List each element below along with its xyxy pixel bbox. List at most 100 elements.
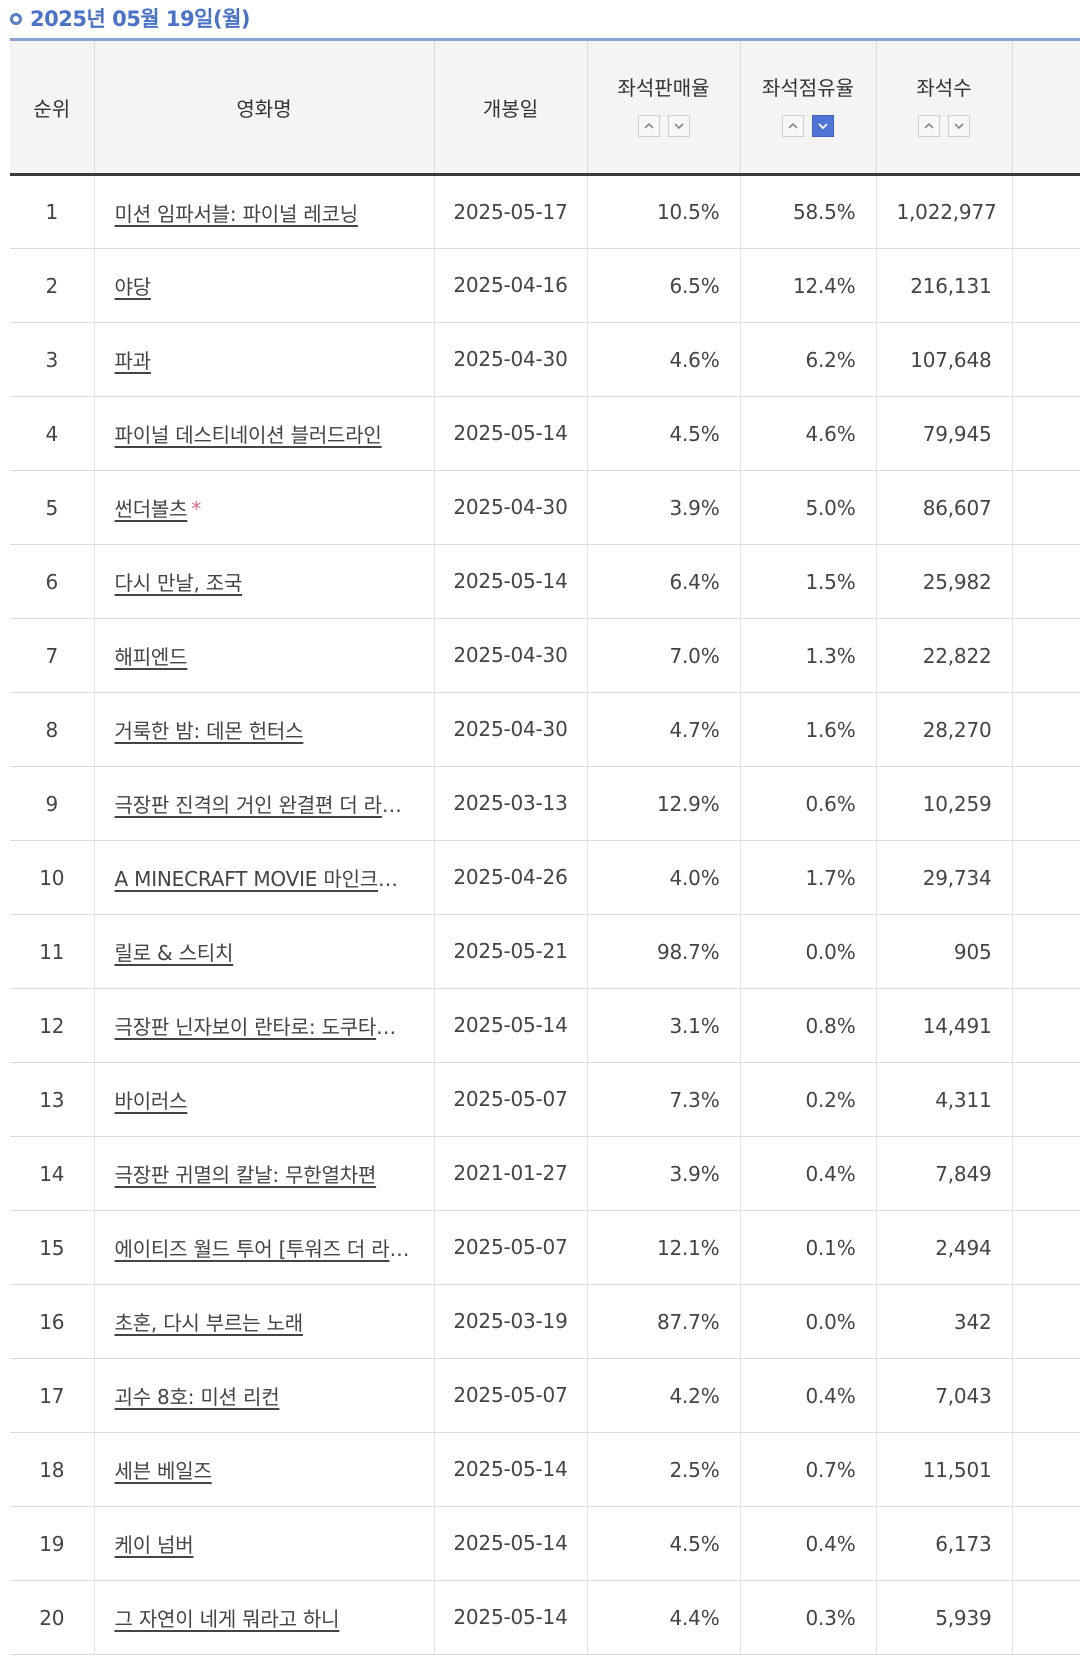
release-date: 2025-05-07 <box>453 1235 568 1259</box>
sales-rate-cell: 4.2% <box>587 1358 741 1433</box>
release-date-cell: 2025-03-19 <box>434 1284 588 1359</box>
table-row: 10 A MINECRAFT MOVIE 마인크래프트 무비 2025-04-26 4… <box>10 840 1080 915</box>
share-rate-cell: 58.5% <box>740 174 877 249</box>
seats-cell: 7,849 <box>876 1136 1013 1211</box>
table-row: 5 썬더볼츠 * 2025-04-30 3.9% 5.0% 86,607 <box>10 470 1080 545</box>
sales-rate-cell: 12.9% <box>587 766 741 841</box>
table-row: 19 케이 넘버 2025-05-14 4.5% 0.4% 6,173 <box>10 1506 1080 1581</box>
overflow-cell <box>1012 544 1080 619</box>
release-date-cell: 2025-05-21 <box>434 914 588 989</box>
date-title: 2025년 05월 19일(월) <box>30 7 251 31</box>
sales-rate-cell: 6.4% <box>587 544 741 619</box>
share-rate-cell: 0.0% <box>740 1284 877 1359</box>
movie-title-link[interactable]: 초혼, 다시 부르는 노래 <box>114 1311 304 1335</box>
table-row: 2 야당 2025-04-16 6.5% 12.4% 216,131 <box>10 248 1080 323</box>
movie-title-link[interactable]: 해피엔드 <box>114 645 188 669</box>
seats-cell: 5,939 <box>876 1580 1013 1655</box>
column-header-overflow <box>1012 39 1080 175</box>
table-row: 4 파이널 데스티네이션 블러드라인 2025-05-14 4.5% 4.6% 79,94… <box>10 396 1080 471</box>
movie-title-link[interactable]: 바이러스 <box>114 1089 188 1113</box>
sales-rate-cell: 3.1% <box>587 988 741 1063</box>
title-cell: 미션 임파서블: 파이널 레코닝 <box>94 174 435 249</box>
share-rate-cell: 0.2% <box>740 1062 877 1137</box>
release-date-cell: 2025-05-07 <box>434 1210 588 1285</box>
movie-title-link[interactable]: 극장판 닌자보이 란타로: 도쿠타케 닌자대의 최강 군사 <box>114 1015 434 1039</box>
seats-cell: 14,491 <box>876 988 1013 1063</box>
release-date-cell: 2025-05-14 <box>434 1506 588 1581</box>
sort-asc-button[interactable] <box>918 114 940 137</box>
rank-cell: 14 <box>10 1136 95 1211</box>
table-row: 17 괴수 8호: 미션 리컨 2025-05-07 4.2% 0.4% 7,043 <box>10 1358 1080 1433</box>
movie-title-link[interactable]: 야당 <box>114 275 152 299</box>
rank-cell: 8 <box>10 692 95 767</box>
release-date: 2025-05-17 <box>453 199 568 224</box>
overflow-cell <box>1012 1432 1080 1507</box>
overflow-cell <box>1012 988 1080 1063</box>
sort-desc-button-active[interactable] <box>812 114 834 137</box>
title-cell: A MINECRAFT MOVIE 마인크래프트 무비 <box>94 840 435 915</box>
release-date-cell: 2025-03-13 <box>434 766 588 841</box>
column-header-seats: 좌석수 <box>876 39 1013 175</box>
movie-title-link[interactable]: 케이 넘버 <box>114 1533 194 1557</box>
release-date: 2025-05-07 <box>453 1383 568 1407</box>
title-cell: 거룩한 밤: 데몬 헌터스 <box>94 692 435 767</box>
overflow-cell <box>1012 174 1080 249</box>
movie-title-link[interactable]: A MINECRAFT MOVIE 마인크래프트 무비 <box>114 867 434 891</box>
movie-title-link[interactable]: 세븐 베일즈 <box>114 1459 212 1483</box>
release-date: 2025-05-14 <box>453 1457 568 1481</box>
sales-rate-cell: 87.7% <box>587 1284 741 1359</box>
rank-cell: 10 <box>10 840 95 915</box>
movie-title-link[interactable]: 극장판 진격의 거인 완결편 더 라스트 어택 <box>114 793 434 817</box>
rank-cell: 3 <box>10 322 95 397</box>
movie-title-link[interactable]: 썬더볼츠 <box>114 497 188 521</box>
sales-rate-cell: 2.5% <box>587 1432 741 1507</box>
movie-title-link[interactable]: 릴로 & 스티치 <box>114 941 234 965</box>
release-date-cell: 2025-05-14 <box>434 1432 588 1507</box>
movie-title-link[interactable]: 거룩한 밤: 데몬 헌터스 <box>114 719 304 743</box>
overflow-cell <box>1012 1136 1080 1211</box>
table-row: 14 극장판 귀멸의 칼날: 무한열차편 2021-01-27 3.9% 0.4% 7,8… <box>10 1136 1080 1211</box>
seats-cell: 28,270 <box>876 692 1013 767</box>
column-header-title: 영화명 <box>94 39 435 175</box>
release-date-cell: 2025-05-07 <box>434 1062 588 1137</box>
movie-title-link[interactable]: 에이티즈 월드 투어 [투워즈 더 라이트: 윌 투 파워] 인 시네마 <box>114 1237 434 1261</box>
share-rate-cell: 4.6% <box>740 396 877 471</box>
chevron-down-icon <box>954 122 964 129</box>
sales-rate-cell: 6.5% <box>587 248 741 323</box>
movie-title-link[interactable]: 미션 임파서블: 파이널 레코닝 <box>114 201 359 226</box>
movie-title-link[interactable]: 파과 <box>114 349 152 373</box>
overflow-cell <box>1012 396 1080 471</box>
movie-title-link[interactable]: 극장판 귀멸의 칼날: 무한열차편 <box>114 1163 377 1187</box>
sort-asc-button[interactable] <box>637 114 660 137</box>
seats-cell: 10,259 <box>876 766 1013 841</box>
movie-title-link[interactable]: 파이널 데스티네이션 블러드라인 <box>114 423 382 447</box>
release-date: 2025-05-21 <box>453 939 568 963</box>
title-cell: 초혼, 다시 부르는 노래 <box>94 1284 435 1359</box>
release-date: 2025-03-13 <box>453 791 568 815</box>
overflow-cell <box>1012 470 1080 545</box>
sales-rate-cell: 4.5% <box>587 1506 741 1581</box>
share-rate-cell: 6.2% <box>740 322 877 397</box>
release-date-cell: 2025-05-14 <box>434 396 588 471</box>
title-cell: 해피엔드 <box>94 618 435 693</box>
title-cell: 다시 만날, 조국 <box>94 544 435 619</box>
sort-asc-button[interactable] <box>782 114 804 137</box>
sort-desc-button[interactable] <box>948 114 970 137</box>
title-cell: 썬더볼츠 * <box>94 470 435 545</box>
share-rate-cell: 0.0% <box>740 914 877 989</box>
rank-cell: 18 <box>10 1432 95 1507</box>
movie-title-link[interactable]: 그 자연이 네게 뭐라고 하니 <box>114 1607 340 1631</box>
overflow-cell <box>1012 766 1080 841</box>
release-date: 2025-04-26 <box>453 865 568 889</box>
rank-cell: 13 <box>10 1062 95 1137</box>
release-date: 2025-04-30 <box>453 643 568 667</box>
overflow-cell <box>1012 840 1080 915</box>
movie-title-link[interactable]: 다시 만날, 조국 <box>114 571 243 595</box>
overflow-cell <box>1012 1284 1080 1359</box>
share-rate-cell: 0.6% <box>740 766 877 841</box>
release-date: 2021-01-27 <box>453 1161 568 1185</box>
sort-desc-button[interactable] <box>667 114 690 137</box>
seats-cell: 6,173 <box>876 1506 1013 1581</box>
sales-rate-cell: 3.9% <box>587 1136 741 1211</box>
movie-title-link[interactable]: 괴수 8호: 미션 리컨 <box>114 1385 280 1409</box>
